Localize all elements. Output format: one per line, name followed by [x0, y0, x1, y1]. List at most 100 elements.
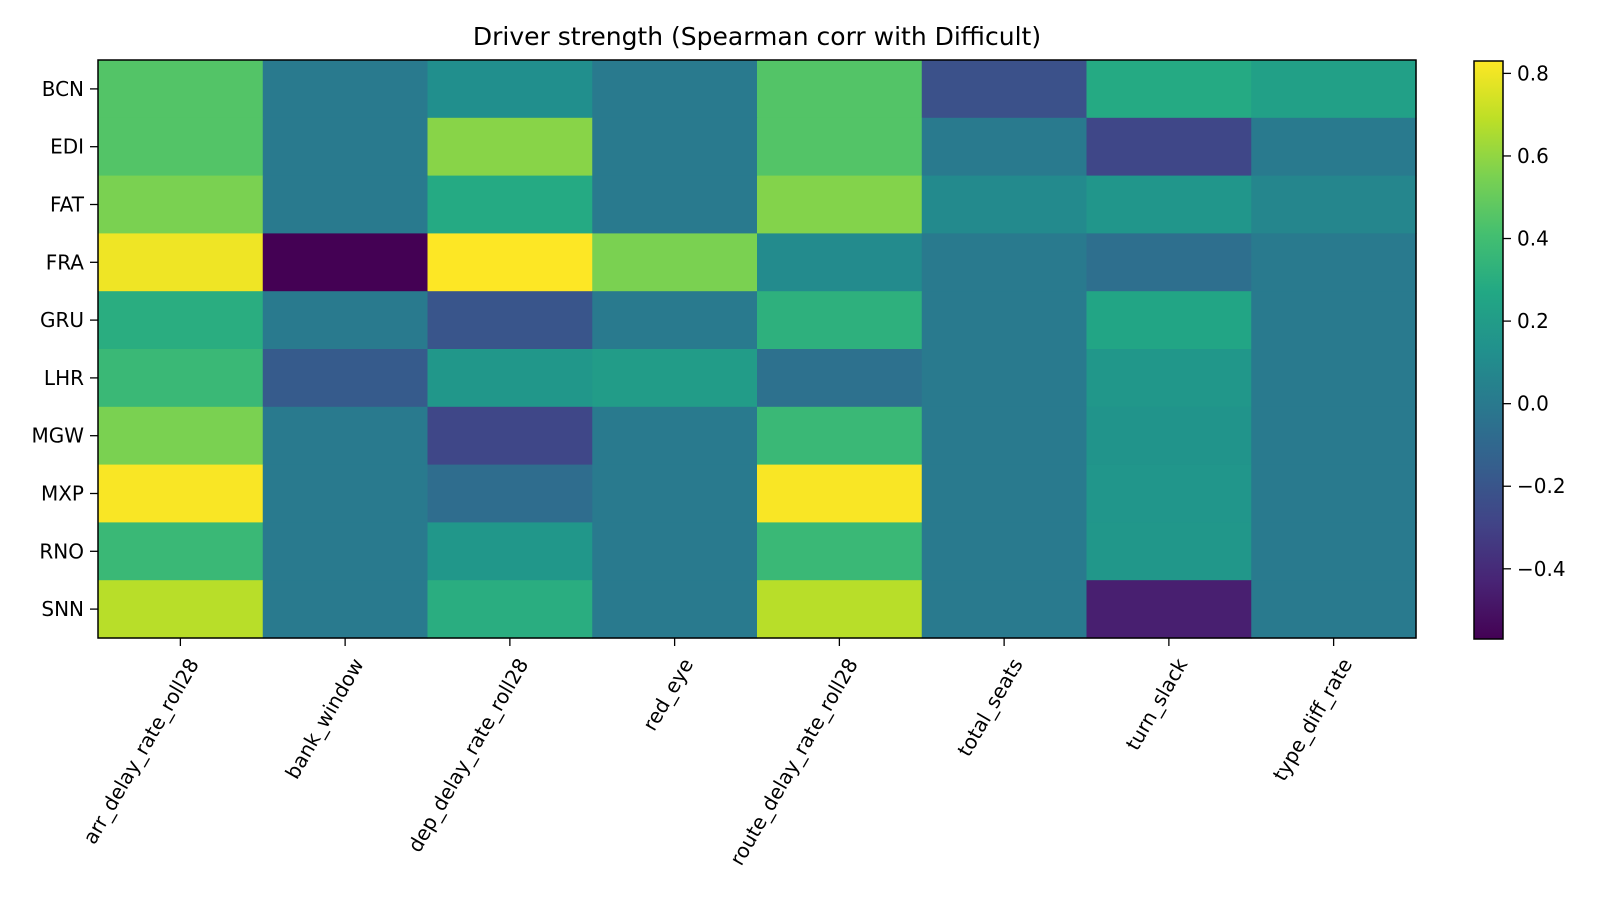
colorbar-tick-label: 0.4	[1517, 227, 1549, 251]
y-tick-label: BCN	[42, 77, 84, 101]
heatmap-cell-mgw-2	[427, 406, 593, 466]
heatmap-cell-snn-7	[1251, 580, 1417, 639]
heatmap-cell-edi-6	[1086, 117, 1252, 177]
heatmap-cells	[98, 60, 1417, 639]
x-tick-label: type_diff_rate	[1268, 654, 1357, 785]
heatmap-cell-mxp-3	[592, 464, 758, 523]
heatmap-cell-fat-1	[262, 175, 429, 234]
y-tick-label: MGW	[31, 424, 84, 448]
heatmap-cell-snn-3	[592, 580, 758, 639]
heatmap-cell-rno-1	[262, 522, 429, 581]
heatmap-cell-gru-5	[921, 291, 1088, 350]
y-axis: BCN EDI FAT FRA GRU LHR MGW MXP RNO SNN	[31, 77, 98, 621]
heatmap-cell-lhr-2	[427, 349, 593, 408]
heatmap-cell-mgw-6	[1086, 406, 1252, 466]
heatmap-cell-gru-3	[592, 291, 758, 350]
x-tick-label: turn_slack	[1121, 654, 1193, 755]
heatmap-cell-mxp-1	[262, 464, 429, 523]
heatmap-cell-bcn-3	[592, 60, 758, 119]
heatmap-cell-rno-0	[98, 522, 264, 581]
heatmap-cell-lhr-3	[592, 349, 758, 408]
x-tick-label: total_seats	[952, 654, 1027, 760]
y-tick-label: SNN	[41, 597, 84, 621]
heatmap-cell-mgw-5	[921, 406, 1088, 466]
colorbar	[1474, 61, 1503, 639]
heatmap-cell-bcn-0	[98, 60, 264, 119]
colorbar-tick-label: 0.8	[1517, 61, 1549, 85]
colorbar-ticks: 0.8 0.6 0.4 0.2 0.0 −0.2 −0.4	[1503, 61, 1566, 581]
heatmap-cell-edi-3	[592, 117, 758, 177]
heatmap-cell-gru-4	[757, 291, 923, 350]
heatmap-cell-mgw-4	[757, 406, 923, 466]
heatmap-cell-mxp-2	[427, 464, 593, 523]
heatmap-cell-fra-5	[921, 233, 1088, 292]
heatmap-cell-snn-4	[757, 580, 923, 639]
heatmap-cell-gru-0	[98, 291, 264, 350]
heatmap-cell-edi-7	[1251, 117, 1417, 177]
heatmap-cell-fra-6	[1086, 233, 1252, 292]
y-tick-label: GRU	[40, 308, 84, 332]
colorbar-tick-label: 0.0	[1517, 392, 1549, 416]
heatmap-cell-bcn-1	[262, 60, 429, 119]
x-tick-label: dep_delay_rate_roll28	[403, 654, 534, 856]
heatmap-cell-fat-7	[1251, 175, 1417, 234]
heatmap-cell-fat-6	[1086, 175, 1252, 234]
heatmap-cell-rno-4	[757, 522, 923, 581]
x-axis: arr_delay_rate_roll28 bank_window dep_dela…	[78, 638, 1357, 869]
heatmap-cell-rno-7	[1251, 522, 1417, 581]
y-tick-label: RNO	[39, 539, 84, 563]
heatmap-cell-snn-5	[921, 580, 1088, 639]
heatmap-cell-bcn-5	[921, 60, 1088, 119]
heatmap-cell-snn-2	[427, 580, 593, 639]
heatmap-cell-mxp-7	[1251, 464, 1417, 523]
heatmap-cell-mxp-0	[98, 464, 264, 523]
y-tick-label: LHR	[44, 366, 84, 390]
heatmap-cell-mgw-3	[592, 406, 758, 466]
heatmap-cell-fra-4	[757, 233, 923, 292]
heatmap-cell-lhr-5	[921, 349, 1088, 408]
y-tick-label: FAT	[50, 193, 85, 217]
y-tick-label: MXP	[41, 482, 84, 506]
heatmap-cell-lhr-4	[757, 349, 923, 408]
heatmap-cell-mxp-5	[921, 464, 1088, 523]
heatmap-cell-mgw-1	[262, 406, 429, 466]
heatmap-cell-mgw-7	[1251, 406, 1417, 466]
heatmap-cell-mgw-0	[98, 406, 264, 466]
heatmap-cell-gru-6	[1086, 291, 1252, 350]
heatmap-cell-fat-2	[427, 175, 593, 234]
colorbar-tick-label: 0.6	[1517, 144, 1549, 168]
colorbar-frame	[1473, 60, 1504, 640]
heatmap-cell-lhr-0	[98, 349, 264, 408]
heatmap-cell-mxp-4	[757, 464, 923, 523]
heatmap-cell-fat-0	[98, 175, 264, 234]
x-tick-label: red_eye	[638, 654, 698, 735]
x-tick-label: bank_window	[280, 654, 368, 783]
heatmap-cell-bcn-7	[1251, 60, 1417, 119]
heatmap-cell-bcn-4	[757, 60, 923, 119]
y-tick-label: EDI	[50, 135, 84, 159]
heatmap-cell-edi-1	[262, 117, 429, 177]
plot-frame	[97, 59, 1417, 639]
heatmap-cell-snn-1	[262, 580, 429, 639]
heatmap-cell-fra-2	[427, 233, 593, 292]
heatmap-cell-fra-0	[98, 233, 264, 292]
heatmap-cell-snn-6	[1086, 580, 1252, 639]
heatmap-cell-snn-0	[98, 580, 264, 639]
colorbar-tick-label: 0.2	[1517, 309, 1549, 333]
heatmap-cell-lhr-7	[1251, 349, 1417, 408]
heatmap-cell-edi-5	[921, 117, 1088, 177]
heatmap-cell-lhr-6	[1086, 349, 1252, 408]
heatmap-cell-rno-2	[427, 522, 593, 581]
y-tick-label: FRA	[46, 250, 85, 274]
heatmap-cell-fra-1	[262, 233, 429, 292]
heatmap-cell-mxp-6	[1086, 464, 1252, 523]
heatmap-cell-gru-7	[1251, 291, 1417, 350]
heatmap-cell-gru-2	[427, 291, 593, 350]
heatmap-cell-fat-5	[921, 175, 1088, 234]
heatmap-cell-lhr-1	[262, 349, 429, 408]
heatmap-cell-fra-7	[1251, 233, 1417, 292]
heatmap-cell-rno-5	[921, 522, 1088, 581]
x-tick-label: route_delay_rate_roll28	[725, 654, 863, 869]
chart-title: Driver strength (Spearman corr with Diff…	[473, 22, 1041, 51]
